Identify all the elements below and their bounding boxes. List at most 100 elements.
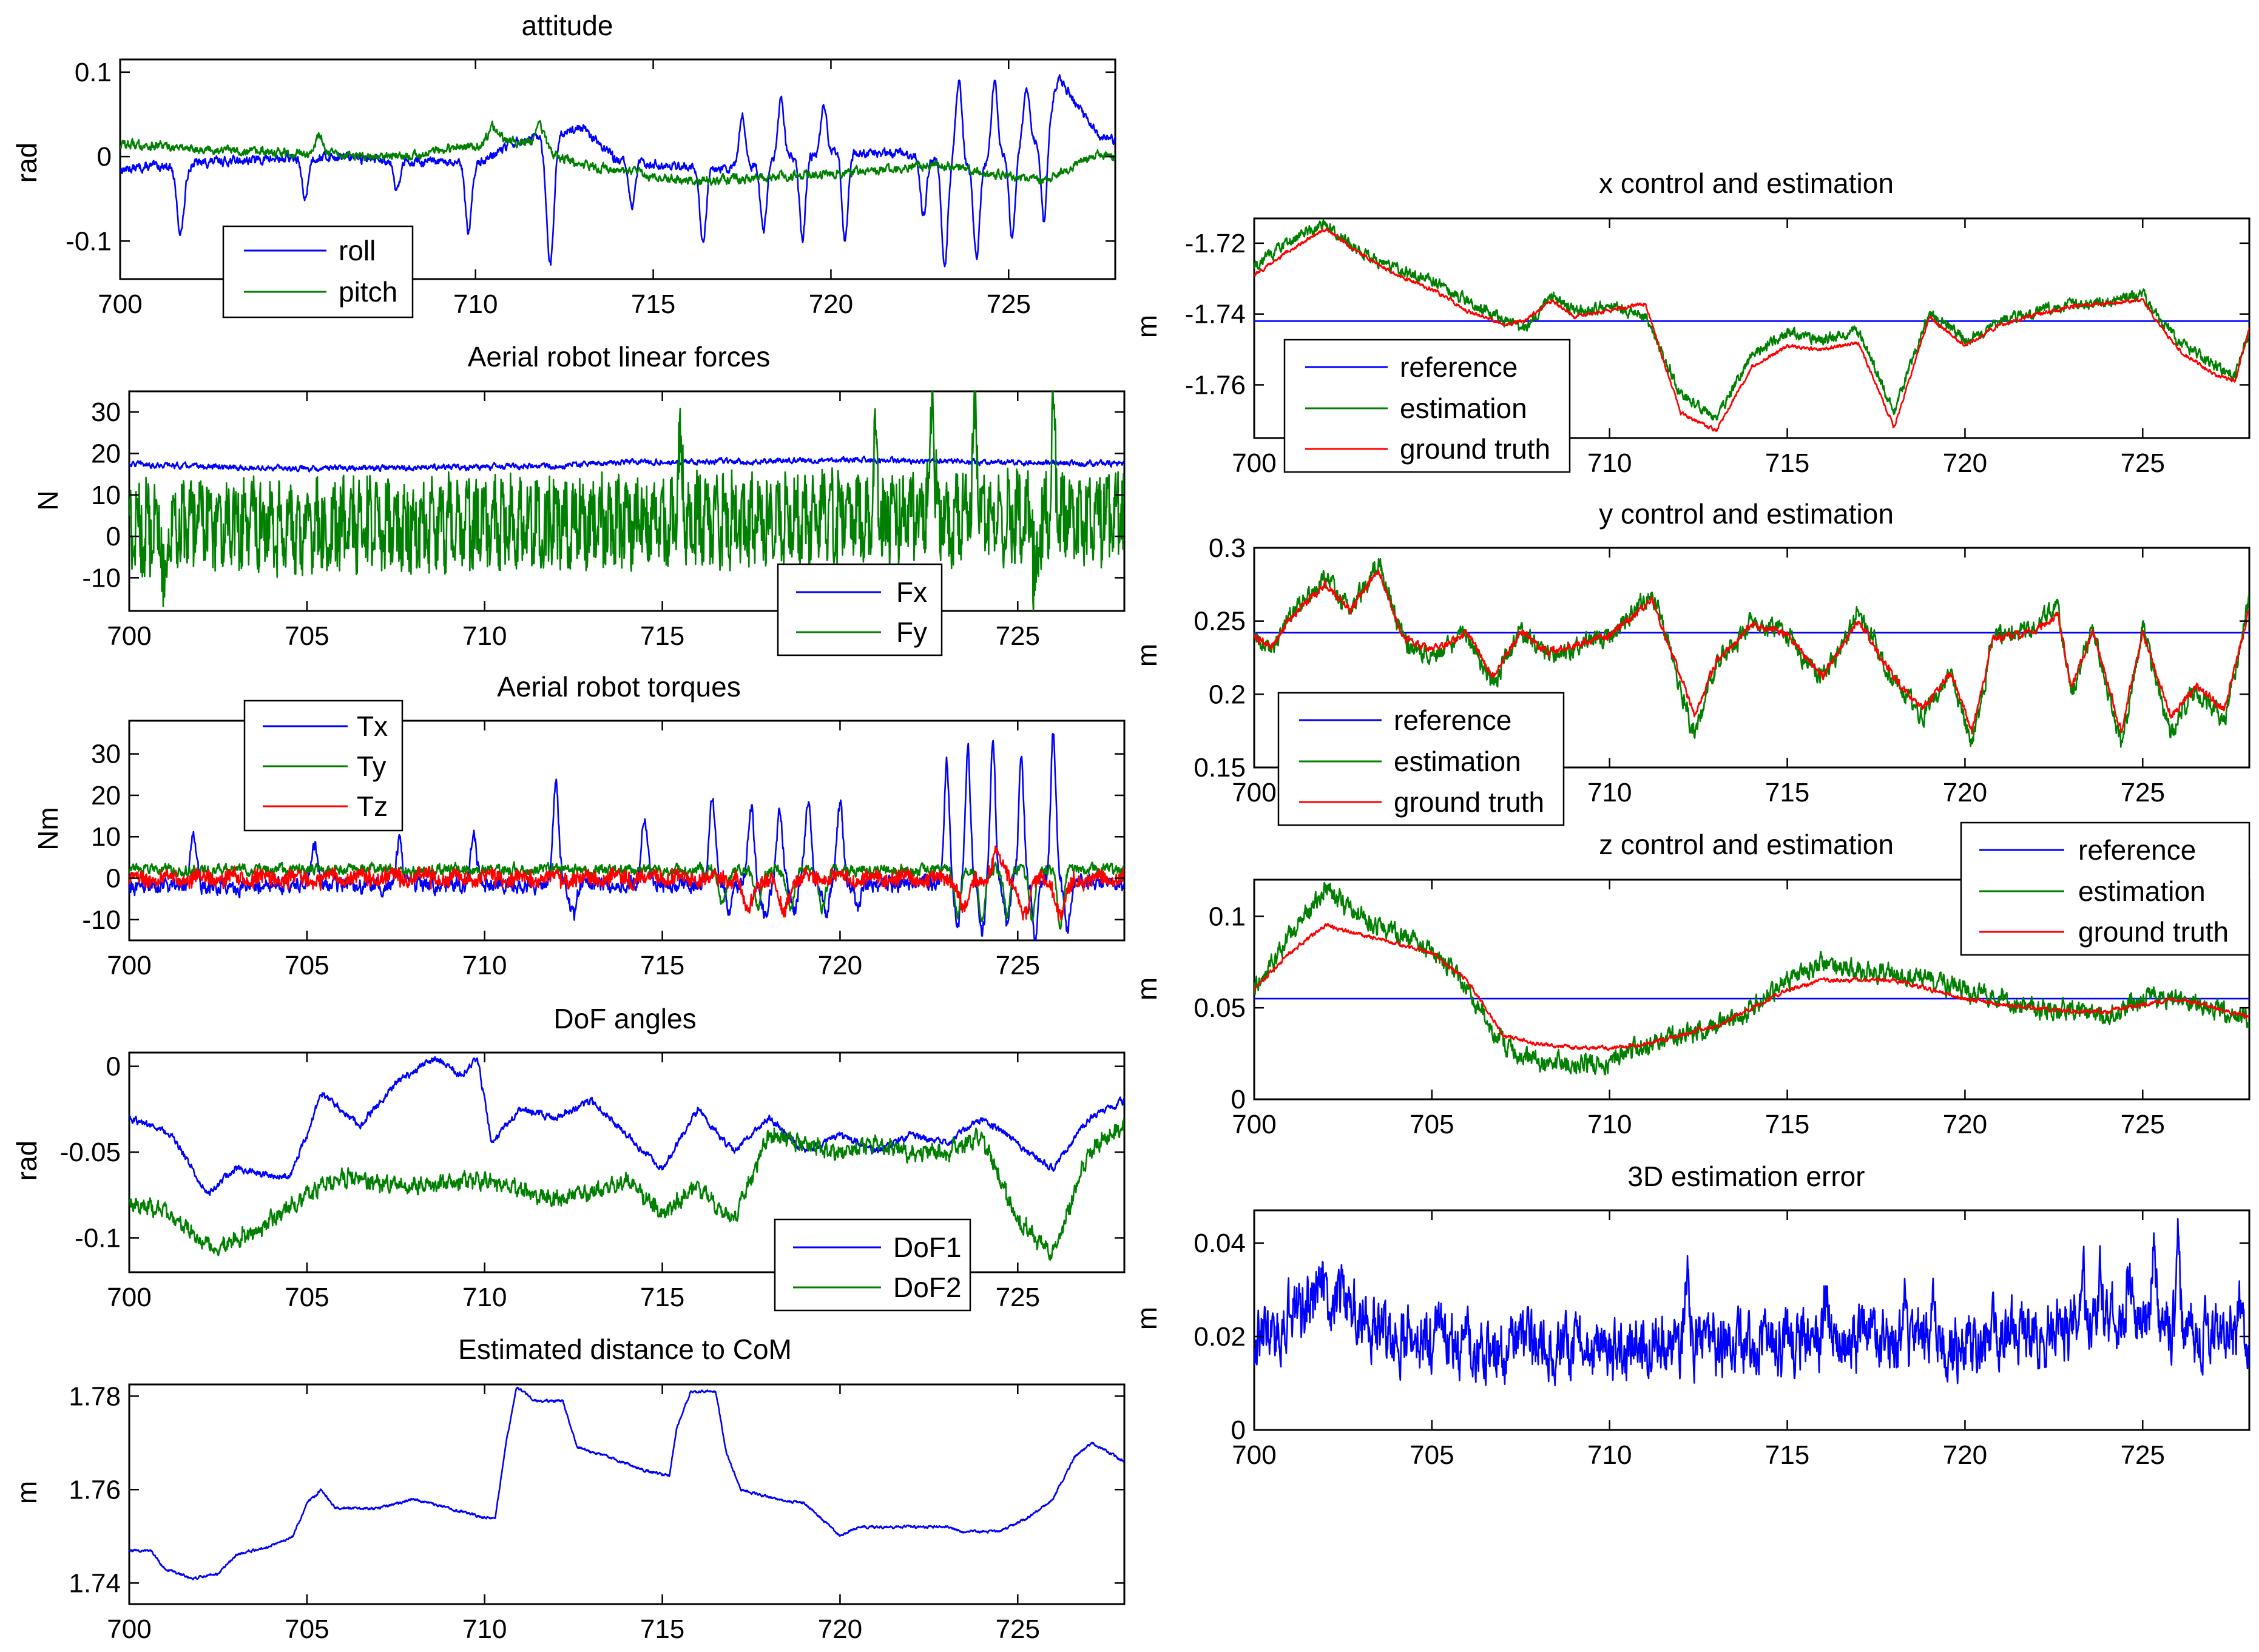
xtick-label: 705: [285, 951, 329, 980]
xtick-label: 715: [631, 289, 675, 319]
xtick-label: 710: [462, 951, 507, 980]
xtick-label: 700: [1232, 778, 1276, 807]
xtick-label: 700: [98, 289, 142, 319]
xtick-label: 720: [1943, 448, 1987, 478]
legend-label-dof2: DoF2: [893, 1272, 961, 1303]
legend-label-y-estimation: estimation: [1394, 746, 1521, 777]
xctl-title: x control and estimation: [1599, 167, 1894, 199]
xtick-label: 725: [996, 951, 1040, 980]
err3d-panel: 3D estimation error m 700 705 710 715 720 725…: [1131, 1161, 2251, 1470]
xtick-label: 700: [1232, 448, 1276, 478]
dof-ylabel: rad: [11, 1141, 42, 1181]
xtick-label: 710: [1587, 1440, 1632, 1470]
yctl-title: y control and estimation: [1599, 498, 1894, 530]
series-line-pitch: [120, 120, 1115, 186]
xtick-label: 700: [107, 1283, 151, 1312]
ytick-label: 0: [1231, 1415, 1246, 1445]
xctl-ticks: 700 710 715 720 725 -1.76 -1.74 -1.72: [1185, 218, 2249, 478]
xtick-label: 710: [453, 289, 498, 319]
torques-legend: Tx Ty Tz: [243, 700, 404, 832]
xtick-label: 700: [1232, 1440, 1276, 1470]
ytick-label: -10: [82, 563, 121, 593]
xtick-label: 720: [818, 951, 862, 980]
legend-label-ty: Ty: [357, 750, 387, 782]
forces-title: Aerial robot linear forces: [468, 341, 771, 373]
xctl-legend-box: [1283, 339, 1571, 473]
xtick-label: 725: [2121, 1110, 2165, 1139]
xtick-label: 700: [107, 621, 151, 651]
ytick-label: 0.2: [1209, 679, 1246, 709]
ytick-label: 0.15: [1194, 753, 1246, 783]
forces-panel: Aerial robot linear forces N 700 705 710 71…: [32, 341, 1126, 656]
com-panel: Estimated distance to CoM m 700 705 710 715…: [11, 1333, 1126, 1644]
legend-label-z-estimation: estimation: [2078, 875, 2206, 907]
xctl-legend: reference estimation ground truth: [1283, 339, 1571, 473]
err3d-ylabel: m: [1131, 1307, 1163, 1330]
yctl-plot-area: [1254, 558, 2249, 748]
ytick-label: -0.1: [75, 1223, 121, 1253]
torques-panel: Aerial robot torques Nm 700 705 710 715 720 7…: [32, 671, 1126, 980]
forces-plot-area: [129, 391, 1124, 611]
attitude-legend-box: [222, 225, 414, 319]
xtick-label: 700: [107, 1614, 151, 1644]
err3d-plot-area: [1254, 1218, 2249, 1386]
xtick-label: 705: [285, 1283, 329, 1312]
torques-plot-area: [129, 732, 1124, 940]
zctl-plot-area: [1254, 882, 2249, 1076]
xtick-label: 715: [640, 1614, 684, 1644]
ytick-label: 0.05: [1194, 993, 1246, 1023]
dof-title: DoF angles: [553, 1003, 696, 1034]
series-line-ground-truth: [1254, 228, 2249, 432]
xtick-label: 715: [640, 1283, 684, 1312]
ytick-label: 10: [91, 480, 121, 510]
ytick-label: 30: [91, 397, 121, 427]
xctl-plot-area: [1254, 219, 2249, 432]
xtick-label: 715: [1765, 778, 1809, 807]
attitude-legend: roll pitch: [222, 225, 414, 319]
torques-title: Aerial robot torques: [497, 671, 740, 703]
yctl-legend-box: [1277, 692, 1565, 826]
dof-legend-box: [774, 1218, 971, 1312]
yctl-ylabel: m: [1131, 644, 1163, 667]
xtick-label: 705: [1410, 1110, 1454, 1139]
legend-label-z-reference: reference: [2078, 834, 2196, 866]
xtick-label: 720: [1943, 778, 1987, 807]
xtick-label: 705: [285, 1614, 329, 1644]
ytick-label: 0: [106, 522, 121, 551]
xtick-label: 705: [285, 621, 329, 651]
ytick-label: -10: [82, 905, 121, 935]
xtick-label: 720: [818, 1614, 862, 1644]
legend-label-fy: Fy: [896, 616, 927, 648]
zctl-ticks: 700 705 710 715 720 725 0 0.05 0.1: [1194, 880, 2249, 1139]
series-line-ground-truth: [1254, 569, 2249, 735]
xctl-ylabel: m: [1131, 315, 1163, 338]
zctl-legend: reference estimation ground truth: [1960, 821, 2251, 956]
ytick-label: -1.76: [1185, 370, 1246, 400]
xtick-label: 725: [996, 1614, 1040, 1644]
ytick-label: -1.74: [1185, 300, 1246, 329]
ytick-label: 10: [91, 822, 121, 852]
legend-label-pitch: pitch: [339, 276, 397, 308]
series-line-error: [1254, 1218, 2249, 1386]
xtick-label: 725: [987, 289, 1031, 319]
xtick-label: 725: [996, 1283, 1040, 1312]
com-title: Estimated distance to CoM: [458, 1333, 792, 1365]
ytick-label: 0: [106, 1052, 121, 1082]
zctl-panel: z control and estimation m 700 705 710 715 7…: [1131, 821, 2251, 1139]
err3d-title: 3D estimation error: [1627, 1161, 1865, 1192]
xtick-label: 705: [1410, 1440, 1454, 1470]
zctl-legend-box: [1960, 821, 2251, 956]
com-axes-box: [128, 1383, 1126, 1605]
forces-legend: Fx Fy: [777, 563, 943, 656]
zctl-title: z control and estimation: [1599, 829, 1894, 860]
ytick-label: -0.1: [66, 226, 112, 256]
dof-plot-area: [129, 1056, 1124, 1261]
dof-panel: DoF angles rad 700705710715720725-0.1-0.…: [11, 1003, 1126, 1312]
ytick-label: 1.74: [69, 1568, 121, 1598]
torques-ticks: 700 705 710 715 720 725 -10 0 10 20 30: [82, 721, 1124, 980]
yctl-legend: reference estimation ground truth: [1277, 692, 1565, 826]
series-line-estimation: [1254, 219, 2249, 421]
xtick-label: 725: [2121, 1440, 2165, 1470]
dof-axes-box: [128, 1051, 1126, 1273]
